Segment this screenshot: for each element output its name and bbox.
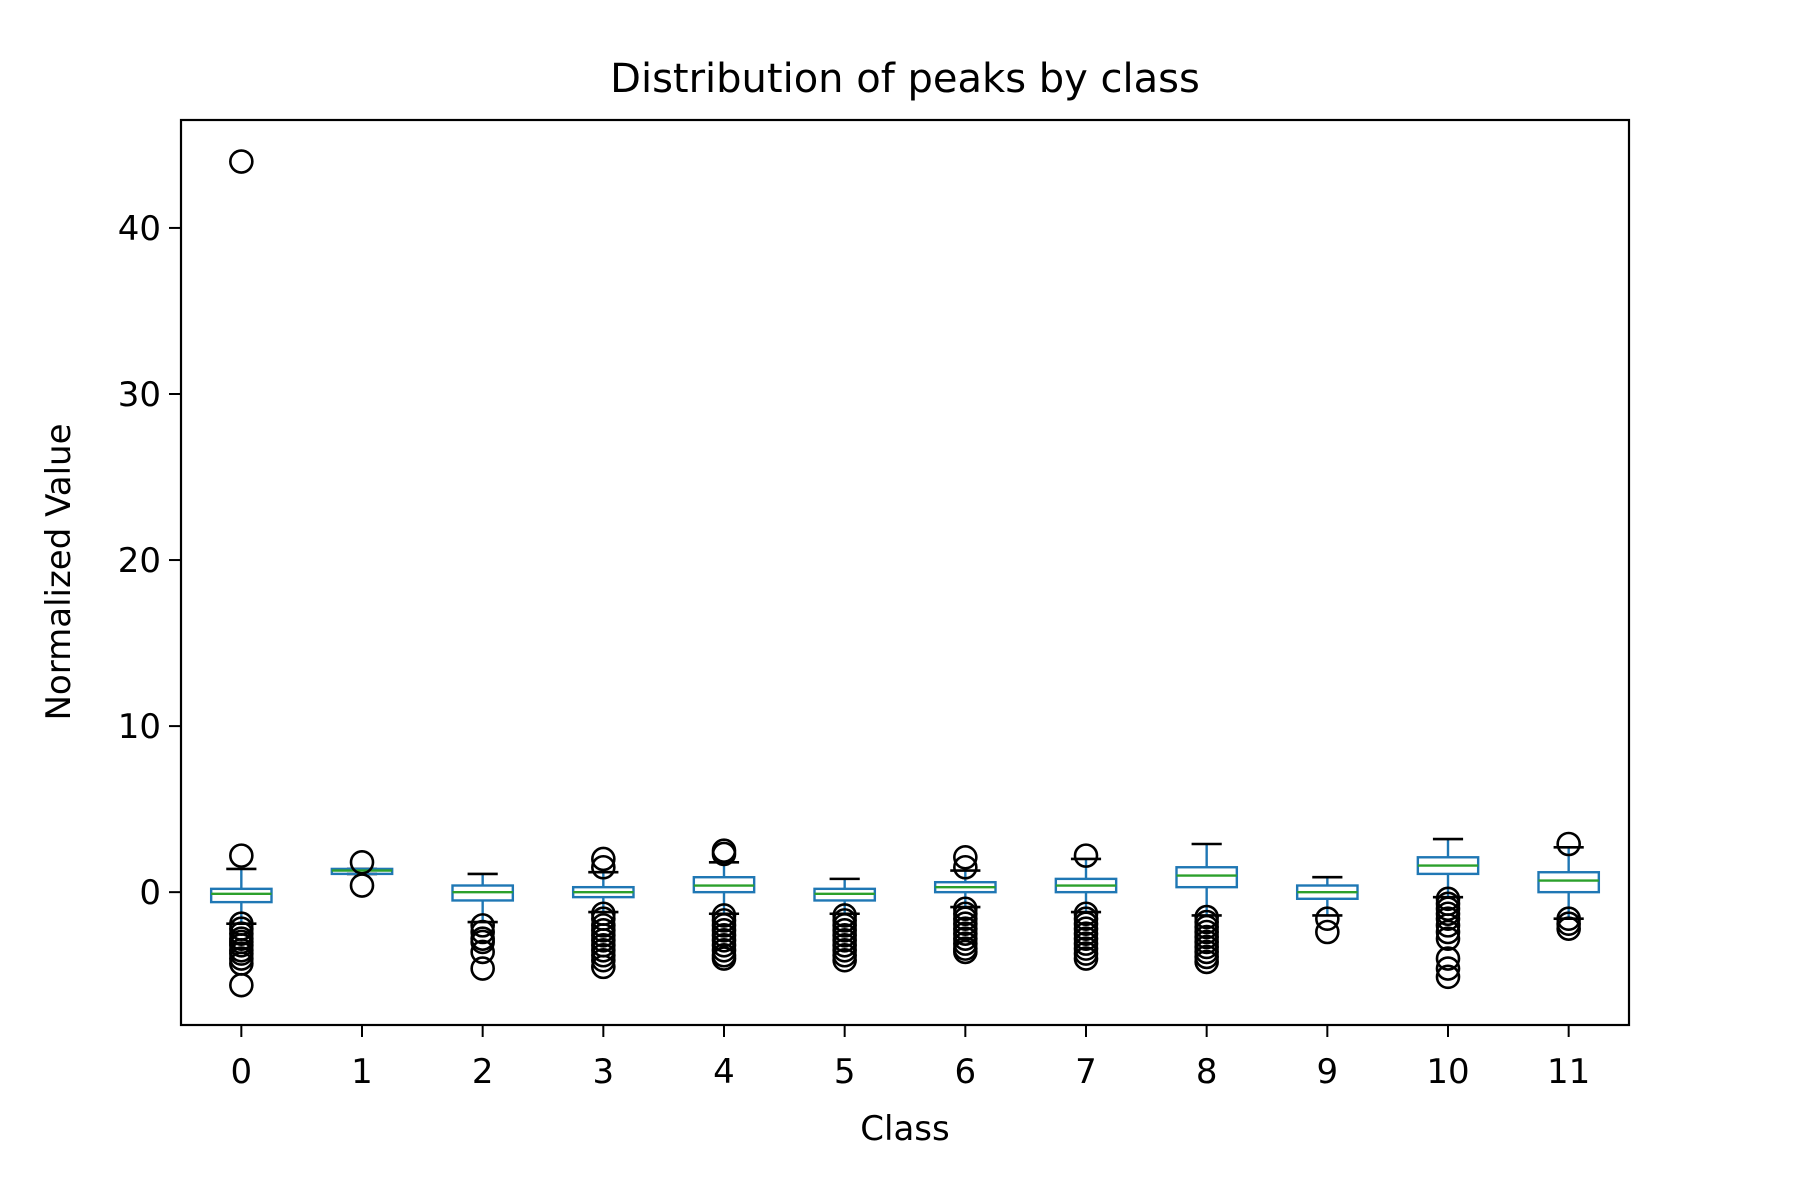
flier-point: [1435, 964, 1461, 990]
box-group-class-6: [933, 844, 997, 965]
flier-point: [470, 939, 495, 965]
flier-point: [1435, 919, 1461, 945]
plot-area: [209, 149, 1601, 998]
flier-point: [1315, 919, 1340, 945]
box-group-class-10: [1416, 837, 1480, 990]
x-tick-label: 7: [1075, 1052, 1097, 1092]
flier-point: [711, 946, 737, 971]
y-tick-label: 10: [118, 707, 161, 747]
flier-point: [591, 854, 616, 880]
box-group-class-3: [571, 846, 635, 980]
plot-frame: [179, 118, 1631, 1027]
box-group-class-9: [1295, 875, 1359, 945]
flier-point: [229, 972, 254, 998]
flier-point: [1435, 906, 1461, 932]
flier-point: [953, 844, 978, 870]
flier-point: [1435, 946, 1461, 971]
x-tick-label: 6: [955, 1052, 977, 1092]
x-tick-label: 9: [1317, 1052, 1339, 1092]
flier-point: [1435, 926, 1461, 951]
flier-point: [1315, 906, 1340, 932]
x-tick-label: 0: [231, 1052, 253, 1092]
flier-point: [953, 939, 978, 965]
box-iqr: [1175, 866, 1239, 889]
flier-point: [591, 846, 616, 872]
flier-point: [832, 947, 857, 973]
flier-point: [229, 149, 254, 174]
box-group-class-0: [209, 149, 273, 998]
flier-point: [470, 929, 495, 955]
box-group-class-4: [692, 838, 756, 971]
x-tick-label: 2: [472, 1052, 494, 1092]
box-iqr: [209, 887, 273, 904]
x-axis: 0 1 2 3 4 5 6 7 8 9 10 11: [231, 1025, 1590, 1092]
flier-point: [1556, 916, 1581, 941]
box-group-class-2: [451, 872, 515, 981]
x-tick-label: 10: [1426, 1052, 1469, 1092]
box-group-class-1: [330, 849, 394, 898]
y-tick-label: 0: [139, 873, 161, 913]
flier-point: [1435, 956, 1461, 981]
flier-point: [229, 843, 254, 868]
x-tick-label: 8: [1196, 1052, 1218, 1092]
box-group-class-5: [813, 877, 877, 973]
flier-point: [1556, 831, 1581, 857]
x-axis-label: Class: [860, 1109, 949, 1149]
flier-point: [1435, 913, 1461, 938]
flier-point: [1073, 843, 1099, 868]
y-tick-label: 30: [118, 375, 161, 415]
chart-title: Distribution of peaks by class: [610, 56, 1200, 102]
box-iqr: [1537, 871, 1601, 894]
x-tick-label: 5: [834, 1052, 856, 1092]
flier-point: [711, 838, 737, 863]
x-tick-label: 1: [351, 1052, 373, 1092]
flier-point: [1073, 946, 1099, 971]
flier-point: [470, 919, 495, 945]
y-tick-label: 40: [118, 209, 161, 249]
y-axis: 0 10 20 30 40: [118, 209, 181, 913]
box-group-class-8: [1175, 842, 1239, 975]
flier-point: [1194, 949, 1219, 975]
y-axis-label: Normalized Value: [39, 424, 79, 721]
x-tick-label: 3: [593, 1052, 615, 1092]
flier-point: [470, 956, 495, 981]
x-tick-label: 4: [713, 1052, 735, 1092]
flier-point: [470, 913, 495, 938]
box-group-class-7: [1054, 843, 1118, 971]
y-tick-label: 20: [118, 541, 161, 581]
box-group-class-11: [1537, 831, 1601, 941]
flier-point: [349, 873, 375, 898]
x-tick-label: 11: [1547, 1052, 1590, 1092]
flier-point: [953, 854, 978, 880]
flier-point: [591, 954, 616, 980]
flier-point: [591, 947, 616, 973]
